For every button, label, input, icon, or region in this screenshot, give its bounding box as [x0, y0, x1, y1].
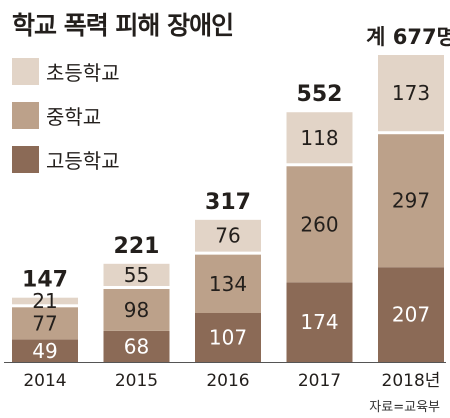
bar-total-label: 221 [114, 234, 160, 259]
bar-value-label: 76 [215, 224, 240, 248]
chart-title: 학교 폭력 피해 장애인 [12, 11, 234, 40]
x-tick-label: 2015 [115, 371, 158, 391]
bar-segment [195, 219, 261, 252]
bar-segment [195, 254, 261, 314]
bar-segment [103, 330, 170, 362]
legend-swatch [12, 146, 39, 173]
bar-total-label: 계 677명 [366, 25, 450, 49]
bar-value-label: 55 [124, 263, 149, 287]
legend-label: 고등학교 [46, 149, 120, 173]
bar-value-label: 77 [32, 311, 57, 335]
bar-value-label: 174 [300, 310, 338, 334]
bar-segment [103, 263, 170, 286]
legend-swatch [12, 58, 39, 85]
x-tick-label: 2017 [298, 371, 341, 391]
bar-segment [195, 313, 261, 362]
bar-segment [378, 267, 444, 362]
bar-segment [12, 339, 78, 362]
bar-value-label: 21 [32, 289, 57, 313]
bar-segment [286, 112, 353, 164]
x-tick-label: 2016 [206, 371, 249, 391]
bar-segment [378, 55, 444, 132]
x-tick-label: 2018년 [382, 371, 441, 391]
bar-value-label: 297 [392, 189, 430, 213]
legend-swatch [12, 102, 39, 129]
bar-segment [12, 307, 78, 340]
bar-segment [286, 282, 353, 362]
bar-value-label: 207 [392, 303, 430, 327]
x-tick-label: 2014 [23, 371, 66, 391]
bar-value-label: 173 [392, 81, 430, 105]
bar-value-label: 49 [32, 339, 57, 363]
bar-total-label: 317 [205, 190, 251, 215]
legend-item: 고등학교 [12, 146, 120, 173]
bar-value-label: 98 [124, 298, 149, 322]
legend-label: 중학교 [46, 105, 102, 129]
legend-label: 초등학교 [46, 61, 120, 85]
bar-value-label: 107 [209, 326, 247, 350]
bar-total-label: 147 [22, 268, 68, 293]
bar-value-label: 260 [300, 212, 338, 236]
bar-segment [378, 134, 444, 268]
bar-total-label: 552 [297, 82, 343, 107]
bar-value-label: 118 [300, 126, 338, 150]
legend-item: 중학교 [12, 102, 120, 129]
legend-item: 초등학교 [12, 58, 120, 85]
bar-value-label: 68 [124, 334, 149, 358]
bar-segment [12, 297, 78, 305]
bar-value-label: 134 [209, 272, 247, 296]
bar-segment [286, 166, 353, 283]
bar-segment [103, 288, 170, 331]
source-note: 자료=교육부 [369, 400, 440, 415]
